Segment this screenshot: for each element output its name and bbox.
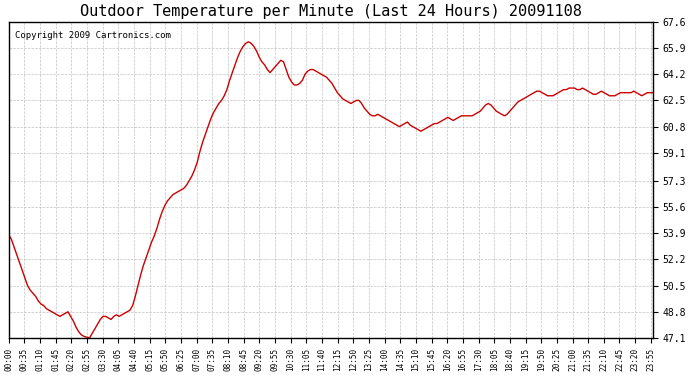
Title: Outdoor Temperature per Minute (Last 24 Hours) 20091108: Outdoor Temperature per Minute (Last 24 … [80, 4, 582, 19]
Text: Copyright 2009 Cartronics.com: Copyright 2009 Cartronics.com [15, 31, 171, 40]
